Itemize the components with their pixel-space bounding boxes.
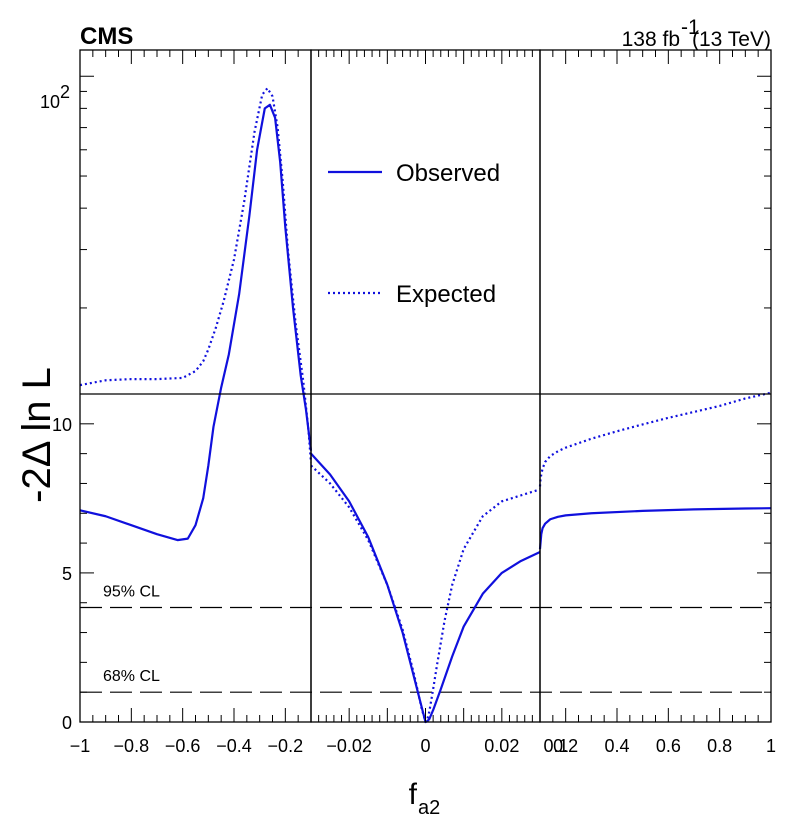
y-upper-tick-label: 10 2: [40, 82, 70, 112]
y-tick-label-lower: 10: [52, 415, 72, 435]
axis-ticks: [79, 50, 772, 723]
lumi-exponent: -1: [681, 16, 700, 39]
x-tick-label-right: 0.6: [656, 736, 681, 756]
panel-frame-middle: [310, 49, 541, 723]
x-tick-label-extra: 0.1: [543, 736, 568, 756]
cl-label-0: 95% CL: [103, 583, 160, 600]
x-tick-label-left: −1: [70, 736, 91, 756]
expected-curve-right: [538, 391, 772, 487]
panel-frame-left: [79, 49, 312, 723]
lumi-text: 138 fb: [622, 28, 680, 51]
x-tick-label-right: 0.8: [707, 736, 732, 756]
x-axis-label: f a2: [409, 778, 441, 819]
x-tick-label-left: −0.8: [114, 736, 150, 756]
observed-curve-middle: [310, 452, 541, 724]
lumi-label: 138 fb -1 (13 TeV): [622, 16, 771, 51]
panel-frames: [79, 49, 772, 723]
expected-curve-middle: [310, 464, 541, 724]
y-axis-label: -2Δ ln L: [15, 367, 59, 503]
x-tick-label-right: 0.2: [553, 736, 578, 756]
expected-curve-left: [79, 87, 313, 463]
observed-curve-right: [538, 507, 772, 550]
x-tick-label-left: −0.6: [165, 736, 201, 756]
x-tick-label-left: −0.4: [216, 736, 252, 756]
x-axis-label-sub: a2: [418, 797, 440, 819]
y-tick-label-lower: 5: [62, 564, 72, 584]
y-upper-tick-exp: 2: [60, 82, 70, 102]
x-tick-label-middle: 0: [420, 736, 430, 756]
legend: Observed Expected: [328, 160, 500, 308]
legend-observed-label: Observed: [396, 160, 500, 187]
experiment-label: CMS: [80, 23, 133, 50]
x-tick-label-middle: 0.02: [484, 736, 519, 756]
x-tick-label-middle: −0.02: [326, 736, 372, 756]
tick-labels: −1 −0.8 −0.6 −0.4 −0.2 −0.02 0 0.02 0.2 0.4 0.6 0.8…: [52, 415, 776, 756]
energy-text: (13 TeV): [692, 28, 771, 51]
x-tick-label-left: −0.2: [268, 736, 304, 756]
legend-expected-label: Expected: [396, 281, 496, 308]
x-tick-label-right: 1: [766, 736, 776, 756]
likelihood-curves: [79, 87, 772, 724]
x-tick-label-right: 0.4: [604, 736, 629, 756]
panel-frame-right: [539, 49, 772, 723]
cl-label-1: 68% CL: [103, 668, 160, 685]
observed-curve-left: [79, 103, 313, 542]
y-upper-tick-base: 10: [40, 92, 60, 112]
x-axis-label-main: f: [409, 778, 418, 811]
cl-lines: 95% CL 68% CL: [80, 583, 771, 693]
y-tick-label-lower: 0: [62, 713, 72, 733]
